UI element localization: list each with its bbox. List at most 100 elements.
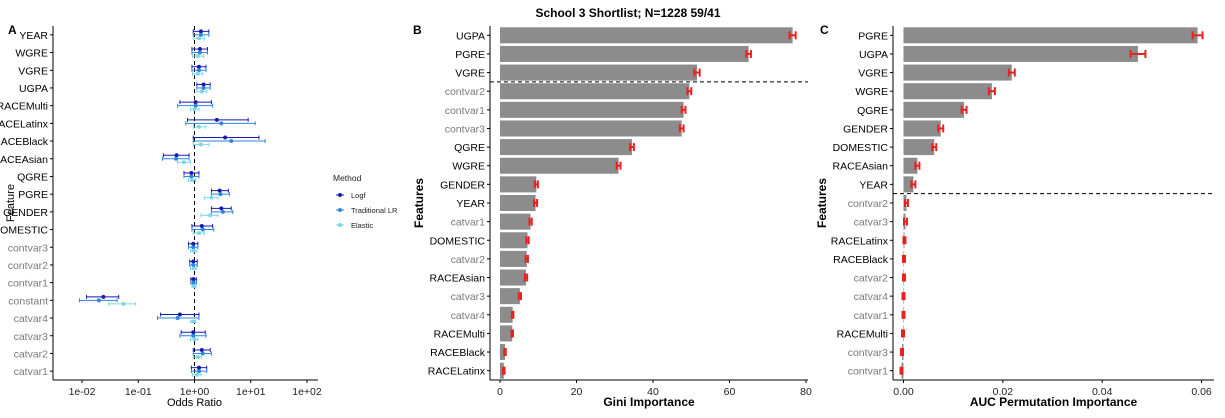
b-bar-qgre	[500, 139, 632, 156]
b-y-tick-label-pgre: PGRE	[455, 49, 485, 61]
a-point-traditional-lr-catvar3	[191, 333, 196, 338]
a-point-traditional-lr-catvar4	[175, 316, 180, 321]
a-y-tick-label-racemulti: RACEMulti	[0, 101, 48, 113]
a-legend-label-traditional-lr: Traditional LR	[351, 206, 398, 215]
a-legend-key-logf	[338, 193, 342, 197]
figure-title: School 3 Shortlist; N=1228 59/41	[535, 6, 720, 20]
a-point-logf-racemulti	[193, 100, 198, 105]
b-x-tick-label: 80	[800, 386, 812, 398]
a-y-tick-label-racelatinx: RACELatinx	[0, 118, 49, 130]
a-point-logf-catvar2	[199, 347, 204, 352]
c-y-tick-label-year: YEAR	[859, 179, 888, 191]
b-bar-gender	[500, 176, 537, 193]
a-x-tick-label: 1e-02	[69, 386, 96, 398]
b-y-tick-label-catvar3: catvar3	[451, 291, 486, 303]
a-point-traditional-lr-constant	[96, 298, 101, 303]
a-point-elastic-constant	[121, 301, 126, 306]
a-point-traditional-lr-contvar1	[191, 280, 196, 285]
a-point-traditional-lr-domestic	[200, 227, 205, 232]
b-bar-raceasian	[500, 269, 527, 286]
b-bar-pgre	[500, 45, 749, 62]
a-point-traditional-lr-catvar2	[200, 351, 205, 356]
a-point-elastic-wgre	[195, 54, 200, 59]
a-y-tick-label-domestic: DOMESTIC	[0, 225, 48, 237]
b-bar-contvar3	[500, 120, 682, 137]
c-x-axis-title: AUC Permutation Importance	[970, 395, 1138, 409]
b-bar-domestic	[500, 232, 528, 249]
a-point-traditional-lr-gender	[220, 209, 225, 214]
b-y-tick-label-qgre: QGRE	[454, 142, 485, 154]
a-y-tick-label-contvar3: contvar3	[8, 242, 48, 254]
a-legend-label-elastic: Elastic	[351, 221, 373, 230]
b-bar-raceblack	[500, 344, 505, 361]
a-point-traditional-lr-wgre	[197, 50, 202, 55]
c-bar-wgre	[903, 83, 992, 100]
b-x-axis-title: Gini Importance	[603, 395, 695, 409]
a-y-tick-label-year: YEAR	[19, 30, 48, 42]
c-y-tick-label-contvar2: contvar2	[848, 198, 888, 210]
b-y-tick-label-racemulti: RACEMulti	[434, 328, 485, 340]
a-legend-key-traditional-lr	[338, 208, 342, 212]
a-point-elastic-racemulti	[192, 107, 197, 112]
a-point-logf-wgre	[197, 47, 202, 52]
a-point-elastic-vgre	[195, 71, 200, 76]
b-y-tick-label-contvar3: contvar3	[445, 123, 485, 135]
a-point-logf-raceblack	[223, 135, 228, 140]
a-point-traditional-lr-vgre	[196, 68, 201, 73]
c-y-tick-label-contvar3: contvar3	[848, 347, 888, 359]
a-point-logf-catvar3	[191, 330, 196, 335]
a-point-logf-domestic	[199, 224, 204, 229]
a-x-tick-label: 1e+01	[236, 386, 266, 398]
c-x-tick-label: 0.02	[993, 386, 1014, 398]
a-point-logf-year	[198, 29, 203, 34]
b-y-tick-label-catvar2: catvar2	[451, 254, 486, 266]
c-bar-pgre	[903, 27, 1198, 44]
a-point-elastic-contvar2	[191, 266, 196, 271]
a-y-tick-label-wgre: WGRE	[15, 48, 48, 60]
c-bar-qgre	[903, 101, 965, 118]
b-y-tick-label-catvar1: catvar1	[451, 217, 486, 229]
a-point-logf-contvar3	[191, 241, 196, 246]
b-x-tick-label: 0	[497, 386, 503, 398]
panel-c-auc-permutation-chart: PGRE UGPA VGRE WGRE QGRE GENDER DOMESTIC RACEAs…	[815, 26, 1214, 409]
c-y-tick-label-raceblack: RACEBlack	[833, 254, 889, 266]
a-point-elastic-raceblack	[198, 142, 203, 147]
a-y-tick-label-catvar2: catvar2	[14, 348, 49, 360]
a-point-elastic-catvar1	[194, 372, 199, 377]
b-x-tick-label: 20	[571, 386, 583, 398]
c-y-tick-label-racemulti: RACEMulti	[837, 328, 888, 340]
a-point-logf-catvar4	[177, 312, 182, 317]
a-point-elastic-contvar1	[192, 284, 197, 289]
a-y-tick-label-qgre: QGRE	[17, 171, 48, 183]
a-x-axis-title: Odds Ratio	[167, 397, 222, 409]
c-y-tick-label-catvar3: catvar3	[854, 217, 889, 229]
a-y-tick-label-raceasian: RACEAsian	[0, 154, 48, 166]
c-y-tick-label-racelatinx: RACELatinx	[831, 235, 889, 247]
a-x-tick-label: 1e+02	[292, 386, 322, 398]
a-y-tick-label-catvar4: catvar4	[14, 313, 49, 325]
a-y-tick-label-catvar1: catvar1	[14, 366, 49, 378]
c-y-tick-label-wgre: WGRE	[855, 86, 888, 98]
a-point-traditional-lr-ugpa	[201, 85, 206, 90]
a-point-traditional-lr-contvar3	[191, 245, 196, 250]
a-point-elastic-ugpa	[199, 89, 204, 94]
a-point-elastic-catvar3	[192, 337, 197, 342]
c-y-tick-label-catvar2: catvar2	[854, 273, 889, 285]
a-point-elastic-catvar4	[191, 319, 196, 324]
a-y-tick-label-constant: constant	[8, 295, 48, 307]
a-point-logf-ugpa	[201, 82, 206, 87]
c-y-tick-label-domestic: DOMESTIC	[833, 142, 889, 154]
panel-letter-a: A	[8, 23, 17, 37]
a-y-tick-label-raceblack: RACEBlack	[0, 136, 49, 148]
b-y-tick-label-racelatinx: RACELatinx	[428, 366, 486, 378]
b-x-tick-label: 60	[724, 386, 736, 398]
panel-a-odds-ratio-chart: 1e-02 1e-01 1e+00 1e+01 1e+02 YEAR WGRE VGRE UGP…	[0, 26, 398, 409]
c-bar-vgre	[903, 64, 1012, 81]
a-point-traditional-lr-raceasian	[174, 156, 179, 161]
c-y-tick-label-qgre: QGRE	[857, 105, 888, 117]
a-point-traditional-lr-raceblack	[229, 139, 234, 144]
b-y-tick-label-gender: GENDER	[440, 179, 485, 191]
a-point-logf-contvar2	[191, 259, 196, 264]
a-point-traditional-lr-catvar1	[196, 369, 201, 374]
